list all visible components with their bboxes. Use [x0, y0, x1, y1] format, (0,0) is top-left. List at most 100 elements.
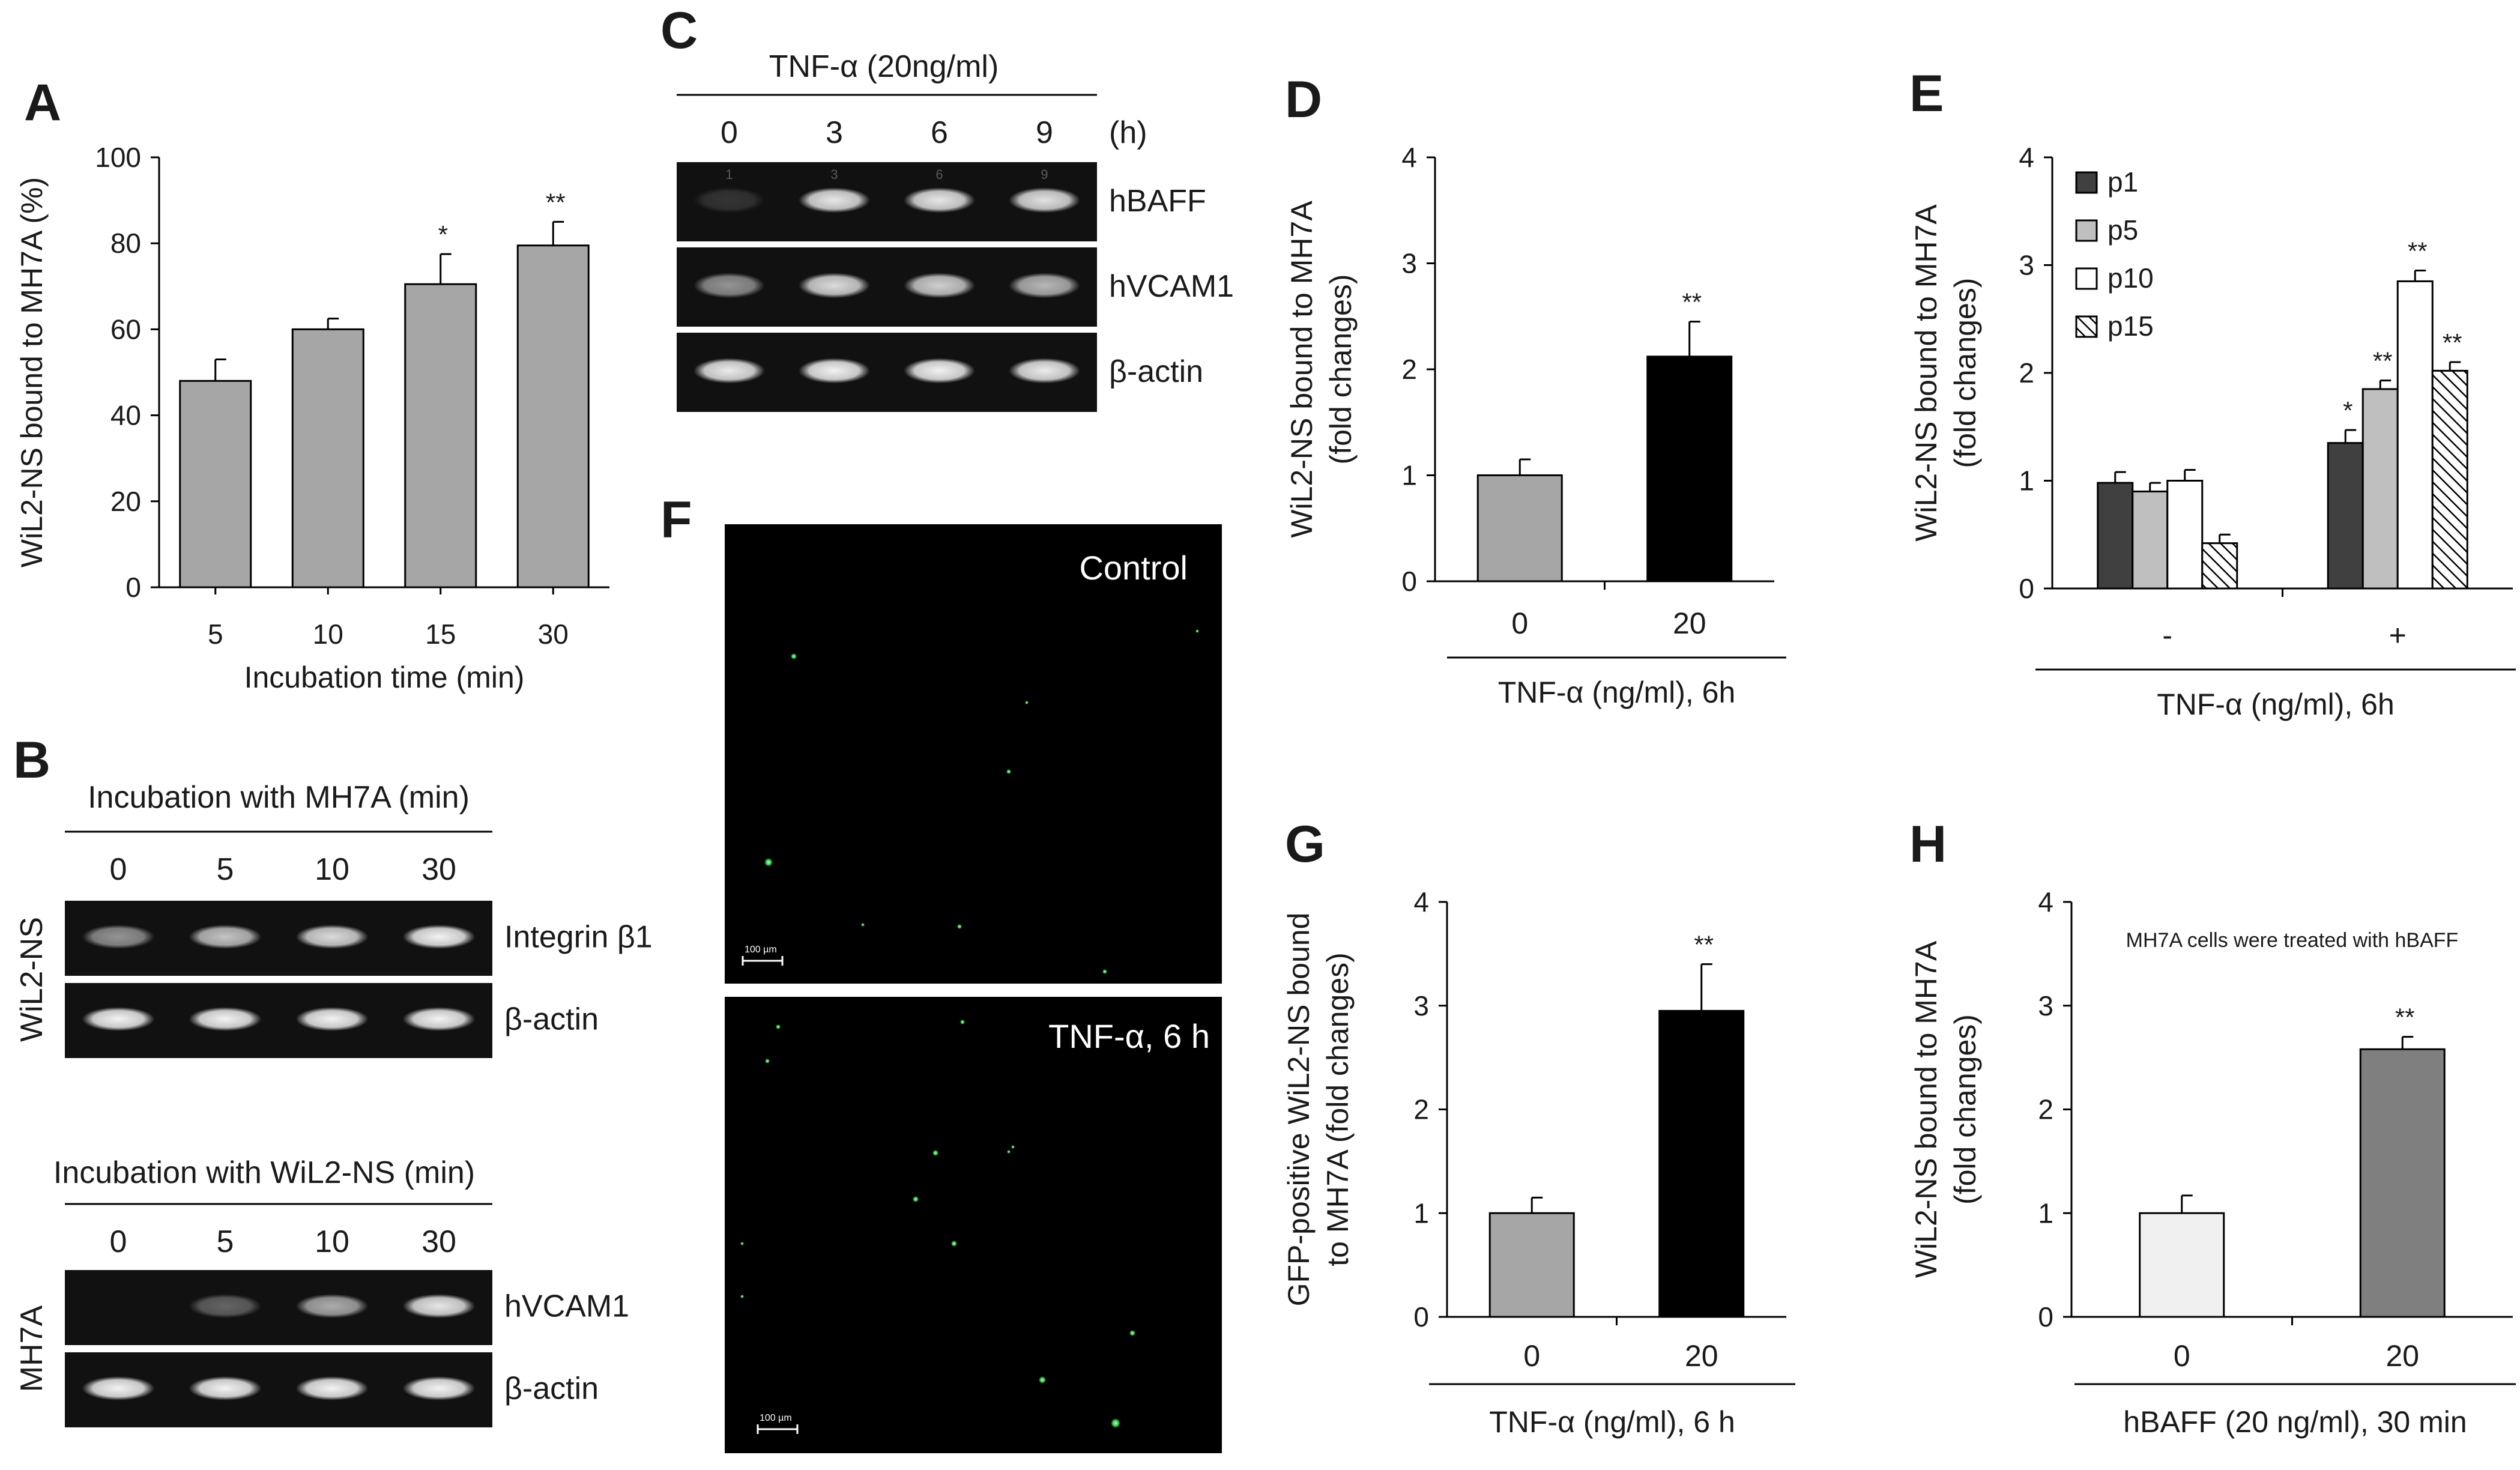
- gel-c-lane-label: 0: [721, 115, 738, 150]
- fluorescent-cell: [765, 1059, 770, 1063]
- chart-g-x-axis-label: TNF-α (ng/ml), 6 h: [1489, 1405, 1735, 1439]
- chart-e: 0 1 2 3 4 WiL2-NS bound to MH7A (fold changes)…: [1909, 142, 2516, 721]
- panel-letter-d: D: [1285, 71, 1322, 129]
- chart-a-x-axis-label: Incubation time (min): [244, 661, 525, 694]
- chart-e-y-tick-label: 3: [2019, 250, 2034, 281]
- gel-panel-b-bottom: Incubation with WiL2-NS (min) 0 5 10 30 hVCAM…: [14, 1155, 629, 1427]
- chart-e-legend-swatch: [2075, 267, 2098, 290]
- fluorescent-cell: [776, 1024, 781, 1029]
- chart-g-y-tick-label: 4: [1413, 886, 1429, 918]
- gel-b-bottom-band: [295, 1376, 369, 1400]
- gel-b-bottom-row-label: β-actin: [504, 1372, 599, 1406]
- chart-a-x-tick-label: 30: [538, 619, 569, 650]
- chart-a-bar: [179, 380, 252, 588]
- micrograph-control: Control 100 µm: [725, 524, 1222, 984]
- chart-d-y-tick-label: 1: [1401, 460, 1417, 491]
- gel-b-bottom-band: [82, 1376, 155, 1400]
- chart-g-bar: [1658, 1009, 1745, 1318]
- chart-h-x-tick-label: 20: [2386, 1339, 2419, 1373]
- chart-e-legend-swatch: [2075, 219, 2098, 242]
- fluorescent-cell: [951, 1241, 957, 1247]
- chart-h-bar: [2359, 1048, 2446, 1318]
- micrograph-tnf-label: TNF-α, 6 h: [1048, 1017, 1210, 1055]
- chart-h-y-tick-label: 3: [2038, 990, 2053, 1021]
- chart-h-bar: [2139, 1212, 2225, 1318]
- gel-c-header: TNF-α (20ng/ml): [769, 49, 999, 84]
- gel-b-bottom-band: [402, 1294, 476, 1318]
- gel-c-band: [799, 187, 870, 213]
- gel-c-band: [693, 187, 765, 213]
- fluorescent-cell: [1195, 629, 1199, 633]
- chart-a-x-tick-label: 10: [313, 619, 343, 650]
- chart-d-y-tick-label: 3: [1401, 248, 1417, 279]
- chart-a-x-tick-label: 5: [208, 619, 223, 650]
- scale-bar-bottom-label: 100 µm: [760, 1413, 792, 1423]
- fluorescent-cell: [740, 1242, 744, 1245]
- chart-e-y-tick-label: 2: [2019, 357, 2034, 389]
- micrograph-tnf: TNF-α, 6 h 100 µm: [725, 997, 1222, 1453]
- chart-e-legend-label: p15: [2108, 310, 2154, 342]
- chart-g-x-tick-label: 0: [1523, 1339, 1540, 1373]
- chart-d-y-tick-label: 2: [1401, 354, 1417, 385]
- gel-b-top-band: [189, 925, 262, 949]
- gel-c-band: [799, 273, 870, 298]
- chart-e-legend-swatch: [2075, 315, 2098, 338]
- gel-b-top-band: [82, 1007, 155, 1031]
- micrograph-control-cells: [764, 629, 1199, 974]
- chart-h-x-axis-label: hBAFF (20 ng/ml), 30 min: [2123, 1405, 2467, 1439]
- chart-g-y-tick-label: 2: [1413, 1094, 1429, 1125]
- gel-b-bottom-lane-label: 10: [315, 1224, 349, 1259]
- chart-a-bar-significance: **: [546, 188, 566, 216]
- gel-c-lane-mark: 9: [1041, 167, 1048, 182]
- chart-e-x-axis-label: TNF-α (ng/ml), 6h: [2157, 688, 2395, 721]
- gel-b-bottom-header: Incubation with WiL2-NS (min): [53, 1155, 475, 1190]
- gel-b-top-band: [295, 1007, 369, 1031]
- gel-b-bottom-lane-label: 30: [422, 1224, 456, 1259]
- chart-g-y-tick-label: 0: [1413, 1301, 1429, 1332]
- fluorescent-cell: [861, 923, 865, 927]
- gel-c-band: [1009, 187, 1080, 213]
- chart-g-y-axis-label: to MH7A (fold changes): [1321, 952, 1355, 1266]
- gel-c-lane-label: 9: [1036, 115, 1053, 150]
- gel-b-bottom-band: [402, 1376, 476, 1400]
- chart-d-y-tick-label: 0: [1401, 566, 1417, 597]
- panel-letter-c: C: [660, 2, 698, 59]
- fluorescent-cell: [1129, 1330, 1135, 1336]
- chart-h-y-axis-label: (fold changes): [1948, 1014, 1982, 1205]
- chart-h-bar-significance: **: [2395, 1003, 2415, 1032]
- chart-e-bar: [2097, 482, 2134, 590]
- panel-letter-e: E: [1909, 65, 1944, 122]
- gel-c-unit-label: (h): [1109, 115, 1147, 150]
- fluorescent-cell: [1102, 969, 1107, 974]
- chart-e-bar: [2361, 388, 2399, 590]
- gel-c-lane-mark: 6: [935, 167, 943, 182]
- chart-a-y-tick-label: 60: [110, 313, 141, 345]
- chart-e-y-tick-label: 1: [2019, 465, 2034, 497]
- fluorescent-cell: [1025, 701, 1029, 704]
- chart-h-y-axis-label: WiL2-NS bound to MH7A: [1909, 940, 1943, 1278]
- chart-d-y-axis-label: (fold changes): [1324, 274, 1358, 465]
- panel-letter-f: F: [660, 491, 692, 549]
- chart-d-bar-significance: **: [1682, 288, 1702, 316]
- chart-a-y-axis-label: WiL2-NS bound to MH7A (%): [15, 177, 49, 567]
- scale-bar-top-label: 100 µm: [745, 945, 777, 955]
- gel-b-top-lane-label: 5: [217, 852, 234, 887]
- chart-h-x-tick-label: 0: [2174, 1339, 2190, 1373]
- chart-h-y-tick-label: 2: [2038, 1094, 2053, 1125]
- chart-a-y-tick-label: 20: [110, 486, 141, 517]
- gel-b-top-lane-label: 30: [422, 852, 456, 887]
- gel-c-band: [904, 187, 975, 213]
- chart-d-y-axis-label: WiL2-NS bound to MH7A: [1285, 201, 1319, 538]
- fluorescent-cell: [791, 653, 797, 659]
- fluorescent-cell: [764, 858, 773, 867]
- chart-a-y-tick-label: 100: [95, 142, 141, 173]
- chart-e-bar: [2201, 542, 2238, 590]
- gel-c-lane-label: 6: [931, 115, 948, 150]
- chart-d-y-tick-label: 4: [1401, 142, 1417, 173]
- gel-b-top-band: [189, 1007, 262, 1031]
- fluorescent-cell: [957, 924, 962, 929]
- fluorescent-cell: [1111, 1418, 1120, 1428]
- gel-b-bottom-band: [189, 1376, 262, 1400]
- gel-b-top-band: [402, 1007, 476, 1031]
- chart-e-legend-swatch: [2075, 171, 2098, 194]
